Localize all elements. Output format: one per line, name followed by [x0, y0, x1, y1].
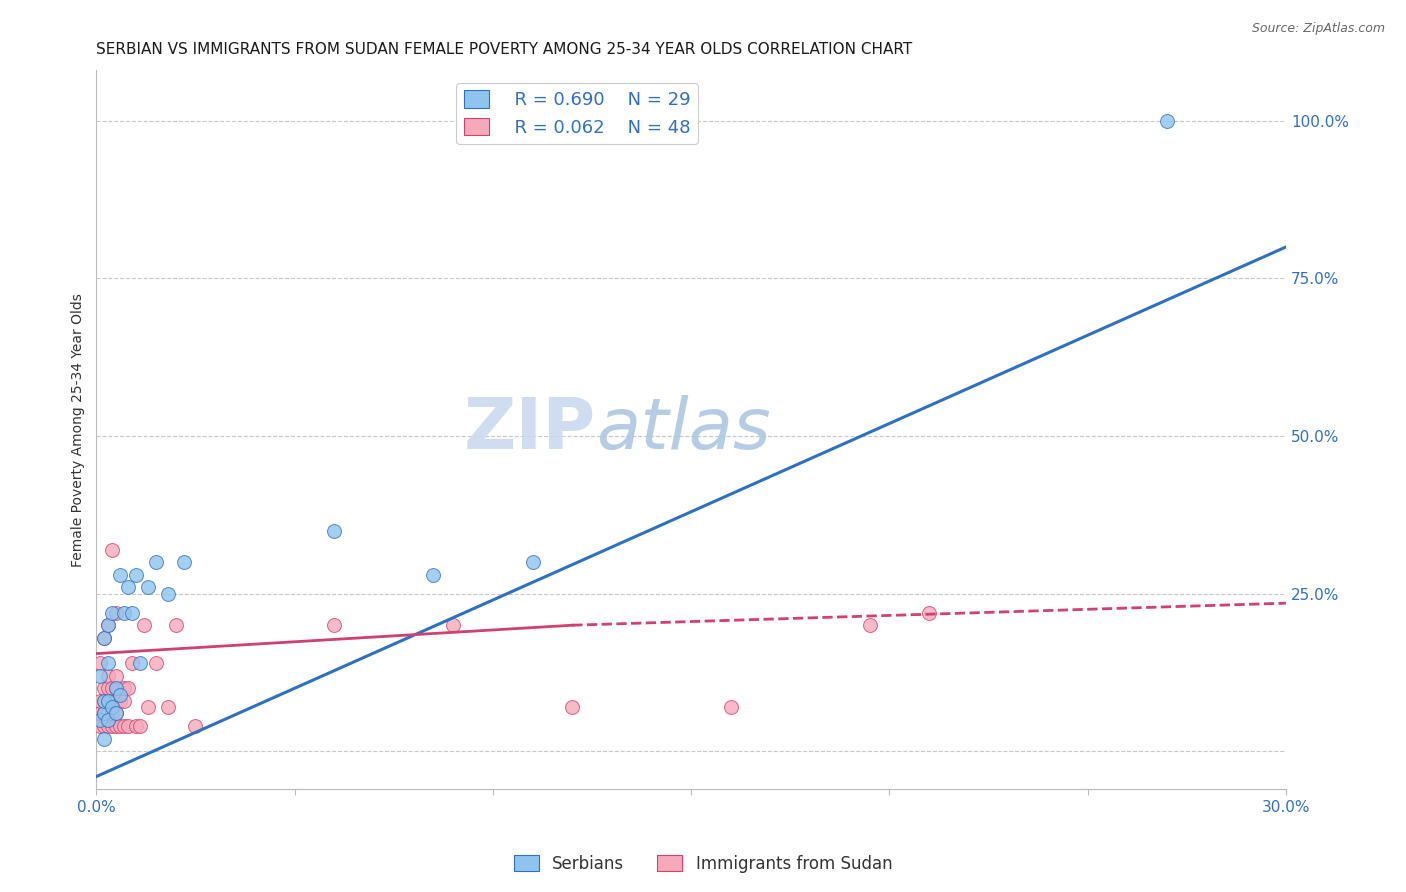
- Point: [129, 719, 152, 733]
- Point: [93, 694, 115, 708]
- Point: [323, 618, 346, 632]
- Point: [97, 694, 120, 708]
- Point: [112, 606, 135, 620]
- Legend: Serbians, Immigrants from Sudan: Serbians, Immigrants from Sudan: [508, 848, 898, 880]
- Point: [112, 694, 135, 708]
- Point: [89, 694, 111, 708]
- Point: [105, 694, 128, 708]
- Point: [105, 606, 128, 620]
- Point: [105, 681, 128, 696]
- Point: [125, 719, 148, 733]
- Point: [101, 606, 124, 620]
- Point: [165, 618, 187, 632]
- Point: [323, 524, 346, 538]
- Point: [93, 719, 115, 733]
- Point: [121, 606, 143, 620]
- Point: [93, 631, 115, 645]
- Point: [93, 631, 115, 645]
- Point: [89, 719, 111, 733]
- Text: SERBIAN VS IMMIGRANTS FROM SUDAN FEMALE POVERTY AMONG 25-34 YEAR OLDS CORRELATIO: SERBIAN VS IMMIGRANTS FROM SUDAN FEMALE …: [97, 42, 912, 57]
- Point: [97, 713, 120, 727]
- Point: [522, 555, 544, 569]
- Point: [101, 719, 124, 733]
- Point: [101, 700, 124, 714]
- Point: [117, 681, 139, 696]
- Point: [97, 668, 120, 682]
- Point: [108, 694, 131, 708]
- Point: [125, 567, 148, 582]
- Point: [145, 555, 167, 569]
- Point: [108, 567, 131, 582]
- Y-axis label: Female Poverty Among 25-34 Year Olds: Female Poverty Among 25-34 Year Olds: [72, 293, 86, 566]
- Point: [89, 713, 111, 727]
- Point: [156, 587, 179, 601]
- Point: [105, 668, 128, 682]
- Point: [97, 618, 120, 632]
- Point: [720, 700, 742, 714]
- Point: [93, 706, 115, 721]
- Point: [101, 542, 124, 557]
- Point: [101, 706, 124, 721]
- Point: [97, 656, 120, 670]
- Point: [89, 656, 111, 670]
- Point: [108, 719, 131, 733]
- Point: [93, 694, 115, 708]
- Point: [93, 731, 115, 746]
- Point: [145, 656, 167, 670]
- Point: [441, 618, 464, 632]
- Point: [136, 700, 159, 714]
- Point: [858, 618, 880, 632]
- Point: [117, 719, 139, 733]
- Point: [108, 688, 131, 702]
- Point: [561, 700, 583, 714]
- Point: [112, 681, 135, 696]
- Point: [101, 681, 124, 696]
- Point: [184, 719, 207, 733]
- Point: [89, 706, 111, 721]
- Point: [117, 581, 139, 595]
- Text: Source: ZipAtlas.com: Source: ZipAtlas.com: [1251, 22, 1385, 36]
- Point: [101, 694, 124, 708]
- Point: [105, 706, 128, 721]
- Point: [422, 567, 444, 582]
- Point: [156, 700, 179, 714]
- Point: [93, 681, 115, 696]
- Text: ZIP: ZIP: [464, 395, 596, 464]
- Point: [121, 656, 143, 670]
- Point: [97, 681, 120, 696]
- Point: [97, 719, 120, 733]
- Text: atlas: atlas: [596, 395, 770, 464]
- Point: [1156, 113, 1178, 128]
- Legend:   R = 0.690    N = 29,   R = 0.062    N = 48: R = 0.690 N = 29, R = 0.062 N = 48: [457, 83, 699, 145]
- Point: [97, 706, 120, 721]
- Point: [136, 581, 159, 595]
- Point: [105, 681, 128, 696]
- Point: [105, 719, 128, 733]
- Point: [173, 555, 195, 569]
- Point: [105, 706, 128, 721]
- Point: [89, 668, 111, 682]
- Point: [129, 656, 152, 670]
- Point: [132, 618, 155, 632]
- Point: [918, 606, 941, 620]
- Point: [93, 706, 115, 721]
- Point: [112, 719, 135, 733]
- Point: [97, 618, 120, 632]
- Point: [97, 694, 120, 708]
